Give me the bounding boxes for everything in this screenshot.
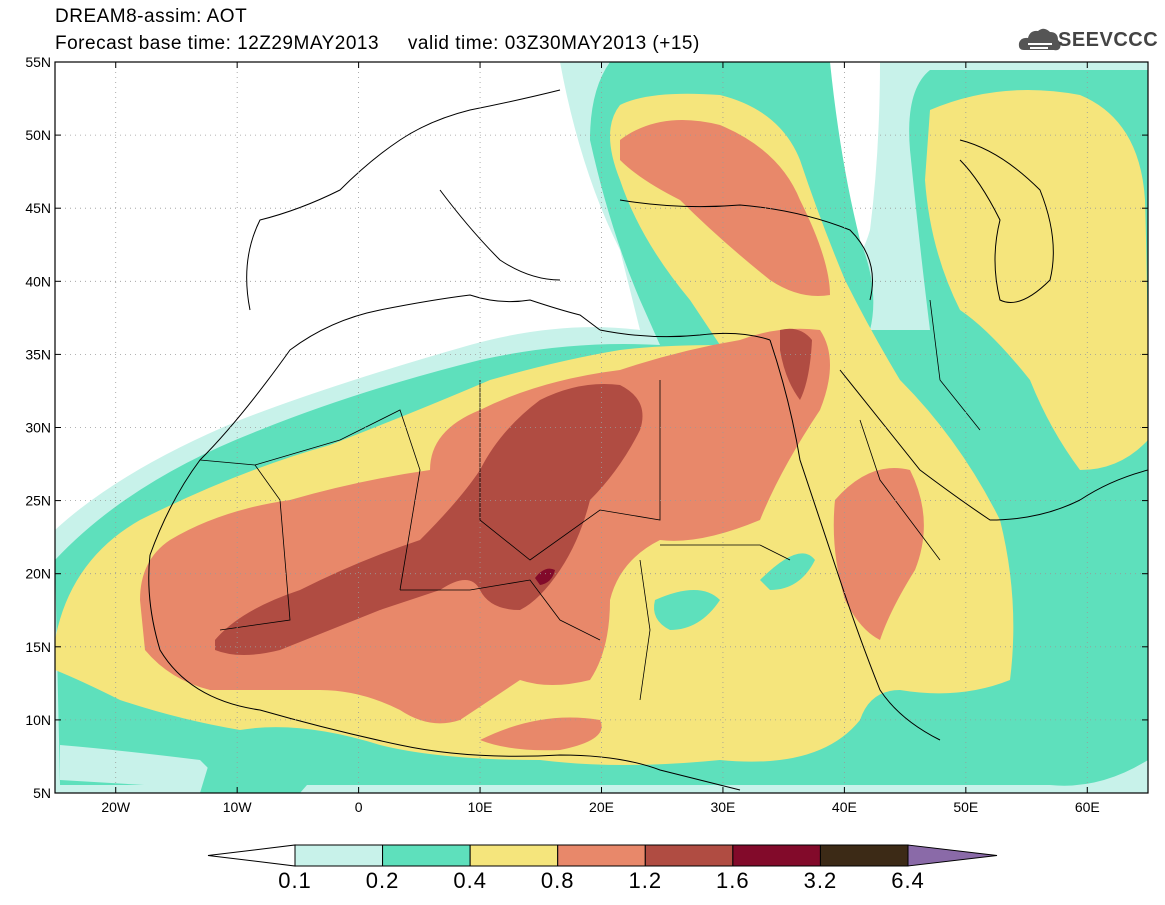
lat-label: 35N: [25, 346, 51, 362]
lat-label: 5N: [33, 785, 51, 801]
lat-label: 20N: [25, 566, 51, 582]
chart-title: DREAM8-assim: AOT: [55, 6, 248, 27]
colorbar-swatch: [382, 844, 471, 867]
lat-label: 30N: [25, 420, 51, 436]
lat-label: 50N: [25, 127, 51, 143]
lon-label: 0: [355, 799, 363, 815]
colorbar-swatch: [732, 844, 821, 867]
lon-label: 50E: [953, 799, 978, 815]
colorbar-label: 1.6: [716, 868, 750, 893]
colorbar-swatch: [294, 844, 384, 867]
lon-label: 20E: [589, 799, 614, 815]
colorbar-label: 0.4: [453, 868, 487, 893]
colorbar-label: 0.1: [278, 868, 312, 893]
country-borders: [199, 299, 981, 701]
colorbar-under-arrow: [207, 844, 296, 867]
colorbar-label: 0.8: [540, 868, 575, 893]
lat-label: 55N: [25, 54, 51, 70]
lon-label: 20W: [101, 799, 131, 815]
logo-text: SEEVCCC: [1058, 29, 1159, 51]
colorbar-over-arrow: [907, 844, 998, 867]
lon-label: 30E: [710, 799, 735, 815]
forecast-times: Forecast base time: 12Z29MAY2013 valid t…: [55, 33, 700, 54]
lat-label: 40N: [25, 273, 51, 289]
colorbar-label: 1.2: [628, 868, 663, 893]
colorbar-swatch: [469, 844, 559, 867]
lon-label: 10E: [468, 799, 493, 815]
lon-label: 60E: [1075, 799, 1100, 815]
lat-label: 10N: [25, 712, 51, 728]
latitude-axis: 55N 50N 45N 40N 35N 30N 25N 20N 15N 10N 5N: [25, 54, 1148, 801]
grid-lines: [55, 62, 1148, 793]
colorbar-swatch: [819, 844, 909, 867]
colorbar-swatch: [557, 844, 646, 867]
lat-label: 45N: [25, 200, 51, 216]
colorbar-label: 0.2: [365, 868, 400, 893]
colorbar-swatch: [644, 844, 734, 867]
colorbar: [207, 844, 998, 867]
lon-label: 10W: [223, 799, 253, 815]
lat-label: 15N: [25, 639, 51, 655]
cloud-icon: [1018, 28, 1061, 51]
lat-label: 25N: [25, 493, 51, 509]
coastlines: [148, 89, 1148, 791]
colorbar-label: 3.2: [803, 868, 838, 893]
longitude-axis: 20W 10W 0 10E 20E 30E 40E 50E 60E: [101, 62, 1100, 815]
lon-label: 40E: [832, 799, 857, 815]
colorbar-label: 6.4: [891, 868, 925, 893]
